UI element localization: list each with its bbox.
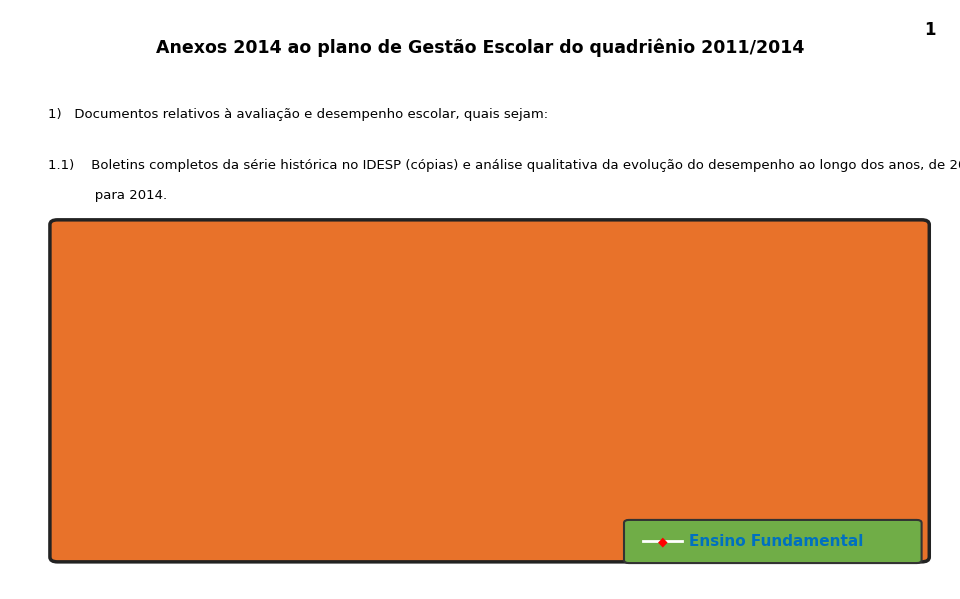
Text: 0,98: 0,98 bbox=[554, 432, 591, 447]
Text: ◆: ◆ bbox=[658, 535, 667, 548]
Text: 2,01: 2,01 bbox=[205, 302, 243, 317]
Text: 1: 1 bbox=[924, 21, 936, 39]
Text: 1,18: 1,18 bbox=[438, 415, 475, 429]
Text: Anexos 2014 ao plano de Gestão Escolar do quadriênio 2011/2014: Anexos 2014 ao plano de Gestão Escolar d… bbox=[156, 39, 804, 58]
Text: 2,44: 2,44 bbox=[787, 260, 835, 279]
Text: para 2014.: para 2014. bbox=[48, 189, 167, 202]
Text: 2,3: 2,3 bbox=[671, 276, 698, 292]
Text: 1,41: 1,41 bbox=[671, 394, 708, 409]
Text: Ensino Fundamental: Ensino Fundamental bbox=[689, 534, 864, 549]
Text: 1.1)    Boletins completos da série histórica no IDESP (cópias) e análise qualit: 1.1) Boletins completos da série históri… bbox=[48, 159, 960, 172]
Text: 1,52: 1,52 bbox=[787, 384, 835, 403]
Text: 1)   Documentos relativos à avaliação e desempenho escolar, quais sejam:: 1) Documentos relativos à avaliação e de… bbox=[48, 108, 548, 121]
Text: 1,97: 1,97 bbox=[554, 306, 591, 321]
Text: 2,12: 2,12 bbox=[438, 292, 475, 308]
Text: 1,25: 1,25 bbox=[205, 409, 243, 423]
Text: 2,52: 2,52 bbox=[322, 256, 359, 272]
Text: 1,57: 1,57 bbox=[322, 380, 359, 395]
